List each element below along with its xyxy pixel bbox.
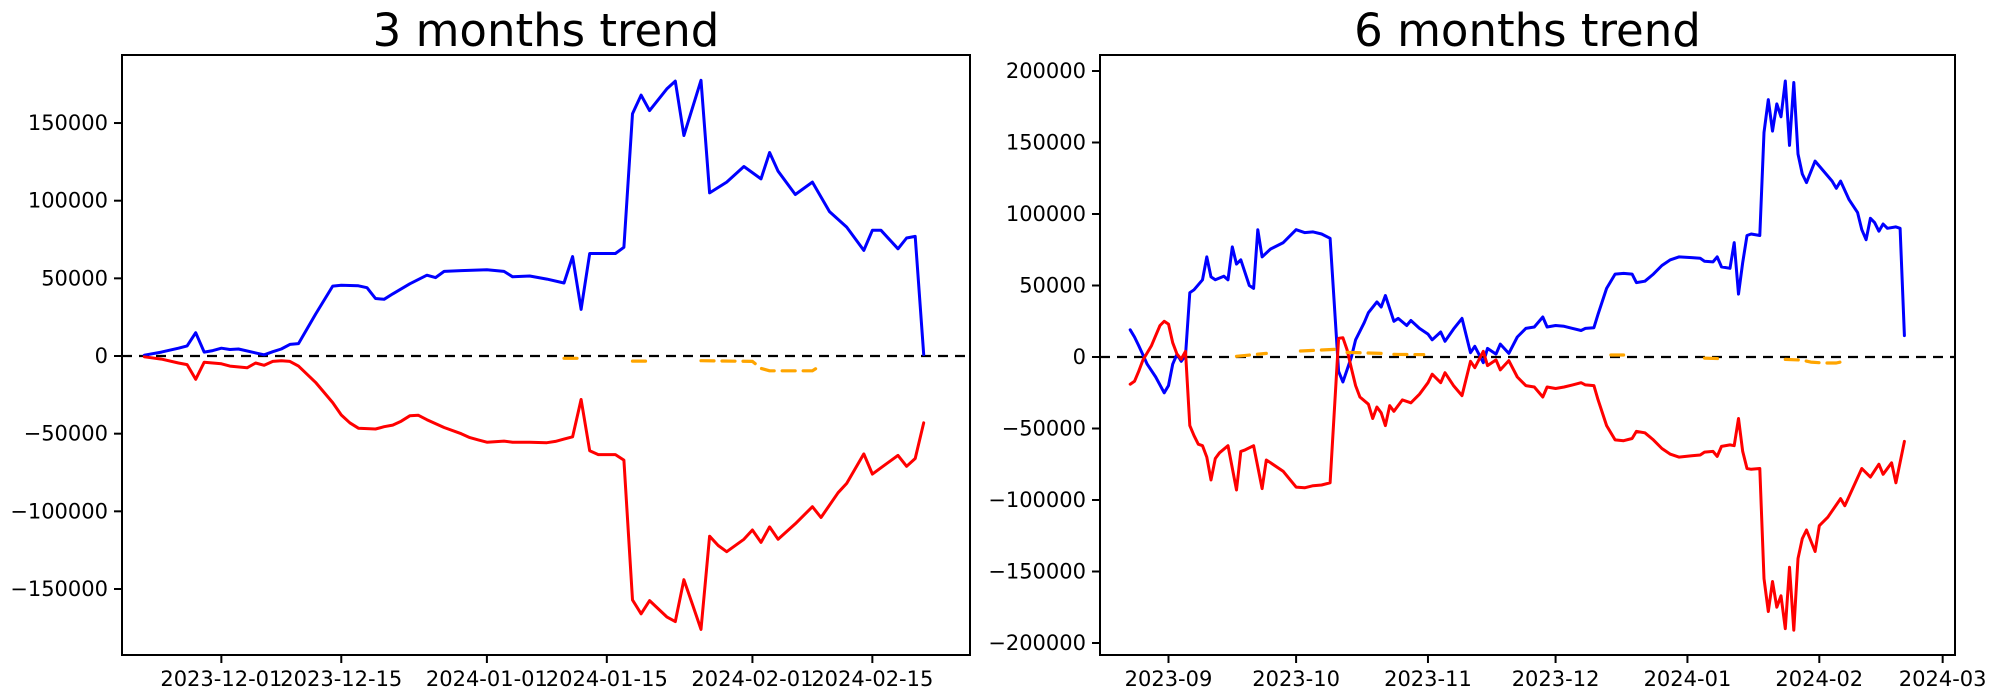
y-tick-label: 100000 [1006, 202, 1086, 226]
series-line-flat-trend [699, 359, 823, 373]
x-tick-label: 2024-02-15 [811, 667, 933, 691]
series-line-flat-trend [1298, 347, 1337, 353]
x-tick-label: 2023-10 [1252, 667, 1340, 691]
y-tick-label: 0 [95, 344, 108, 368]
series-line-flat-trend [1345, 350, 1383, 355]
y-tick-label: −100000 [10, 499, 108, 523]
series-line-flat-trend [1234, 351, 1268, 358]
y-tick-label: −150000 [10, 577, 108, 601]
y-tick-label: 100000 [28, 189, 108, 213]
x-tick-label: 2024-02 [1775, 667, 1863, 691]
y-tick-label: −50000 [1002, 416, 1086, 440]
x-tick-label: 2024-01-15 [546, 667, 668, 691]
series-line-lower-trend [1128, 319, 1906, 632]
y-tick-label: 150000 [28, 111, 108, 135]
series-line-flat-trend [1702, 356, 1724, 361]
x-tick-label: 2023-12-15 [280, 667, 402, 691]
series-line-lower-trend [142, 355, 926, 631]
y-tick-label: 150000 [1006, 131, 1086, 155]
x-tick-label: 2023-12-01 [160, 667, 282, 691]
plot-border [121, 54, 971, 656]
y-tick-label: −100000 [988, 488, 1086, 512]
y-tick-label: −150000 [988, 559, 1086, 583]
plot-border [1099, 54, 1956, 656]
x-tick-label: 2023-12 [1512, 667, 1600, 691]
x-tick-label: 2024-01 [1644, 667, 1732, 691]
x-tick-label: 2023-11 [1384, 667, 1472, 691]
series-line-upper-trend [142, 78, 926, 357]
chart-title: 6 months trend [1354, 4, 1701, 57]
series-line-upper-trend [1128, 79, 1906, 395]
x-tick-label: 2024-03 [1899, 667, 1987, 691]
y-tick-label: −50000 [24, 422, 108, 446]
series-line-flat-trend [1783, 357, 1847, 365]
x-tick-label: 2024-02-01 [691, 667, 813, 691]
x-tick-label: 2023-09 [1125, 667, 1213, 691]
y-tick-label: 50000 [1019, 274, 1086, 298]
y-tick-label: 50000 [41, 266, 108, 290]
y-tick-label: 0 [1073, 345, 1086, 369]
chart-title: 3 months trend [373, 4, 720, 57]
y-tick-label: 200000 [1006, 59, 1086, 83]
x-tick-label: 2024-01-01 [426, 667, 548, 691]
y-tick-label: −200000 [988, 631, 1086, 655]
